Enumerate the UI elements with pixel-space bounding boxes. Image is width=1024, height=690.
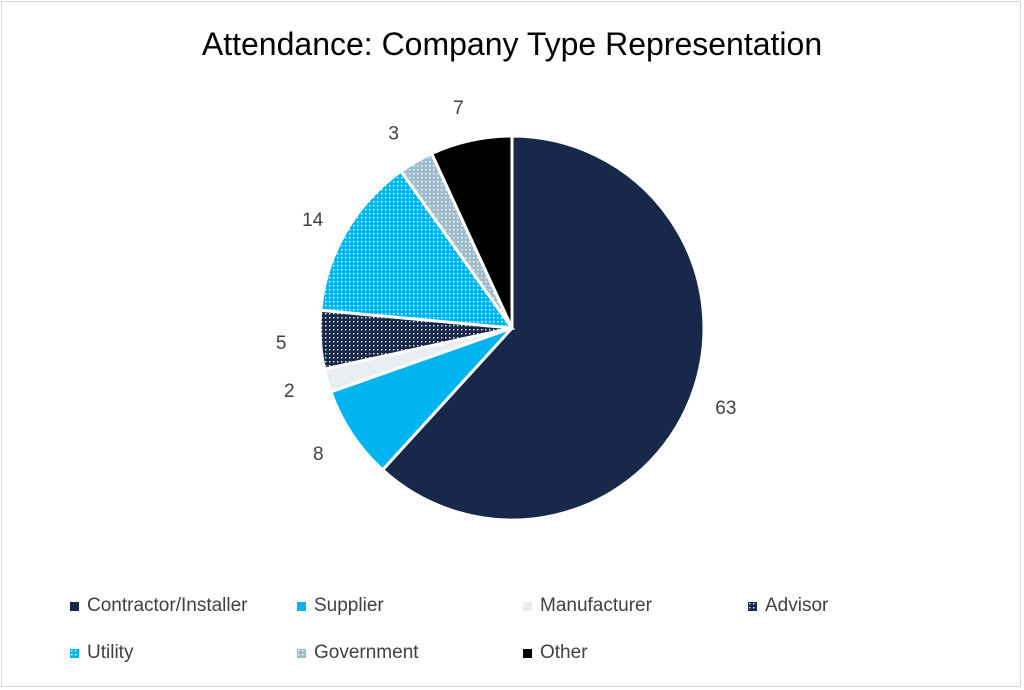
chart-title: Attendance: Company Type Representation <box>201 26 823 62</box>
legend-item: Government <box>297 642 419 664</box>
legend-swatch <box>70 648 79 658</box>
legend-label: Utility <box>87 642 134 663</box>
legend-label: Manufacturer <box>540 595 652 616</box>
legend-label: Contractor/Installer <box>87 595 248 616</box>
pie-slice-supplier <box>329 326 514 473</box>
data-label: 2 <box>284 381 295 402</box>
legend-item: Contractor/Installer <box>70 595 248 617</box>
legend-item: Utility <box>70 642 133 664</box>
data-label: 7 <box>453 98 464 119</box>
legend-item: Advisor <box>748 595 828 617</box>
pie-slice-contractor-installer <box>380 134 706 522</box>
legend-label: Government <box>314 642 419 663</box>
data-label: 63 <box>715 398 736 419</box>
legend-swatch <box>297 648 306 658</box>
legend-label: Other <box>540 642 588 663</box>
legend-swatch <box>523 601 532 611</box>
legend-item: Other <box>523 642 588 664</box>
legend-swatch <box>70 601 79 611</box>
data-label: 14 <box>302 210 324 231</box>
data-label: 8 <box>313 444 324 465</box>
legend-item: Supplier <box>297 595 384 617</box>
legend-label: Supplier <box>314 595 384 616</box>
pie-slice-other <box>429 134 514 329</box>
legend-swatch <box>523 648 532 658</box>
legend-swatch <box>748 601 757 611</box>
legend-swatch <box>297 601 306 611</box>
data-label: 3 <box>388 123 399 144</box>
legend-label: Advisor <box>765 595 829 616</box>
data-label: 5 <box>276 333 287 354</box>
pie-slice-utility <box>319 169 516 330</box>
legend-item: Manufacturer <box>523 595 652 617</box>
